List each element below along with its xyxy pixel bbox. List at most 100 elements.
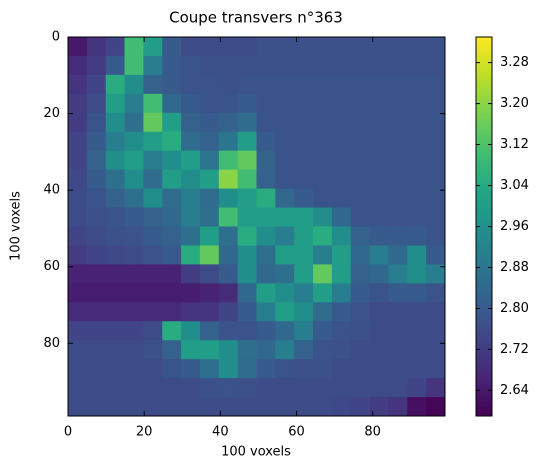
heatmap-cell	[199, 302, 220, 322]
heatmap-cell	[105, 264, 126, 284]
heatmap-cell	[350, 169, 371, 190]
heatmap-cell	[124, 131, 144, 152]
heatmap-cell	[68, 37, 88, 57]
heatmap-cell	[218, 112, 239, 133]
heatmap-cell	[369, 340, 389, 360]
heatmap-cell	[181, 55, 201, 76]
heatmap-cell	[313, 226, 333, 246]
heatmap-cell	[105, 207, 126, 227]
heatmap-cell	[275, 226, 295, 246]
heatmap-cell	[275, 264, 295, 284]
heatmap-cell	[143, 321, 163, 341]
colorbar-tick-label: 2.80	[500, 301, 529, 316]
heatmap-cell	[68, 93, 88, 114]
heatmap-cell	[331, 93, 352, 114]
heatmap-cell	[256, 55, 276, 76]
heatmap-cell	[86, 55, 107, 76]
heatmap-cell	[388, 207, 408, 227]
colorbar-step	[476, 362, 492, 366]
heatmap-cell	[275, 131, 295, 152]
heatmap-cell	[407, 302, 427, 322]
heatmap-cell	[124, 264, 144, 284]
heatmap-cell	[256, 264, 276, 284]
heatmap-cell	[426, 169, 446, 190]
heatmap-cell	[237, 150, 257, 171]
heatmap-cell	[369, 131, 389, 152]
heatmap-cell	[143, 207, 163, 227]
heatmap-cell	[369, 207, 389, 227]
colorbar-step	[476, 270, 492, 275]
heatmap-cell	[426, 188, 446, 209]
colorbar-step	[476, 245, 492, 250]
heatmap-cell	[218, 359, 239, 379]
heatmap-cell	[181, 112, 201, 133]
heatmap-cell	[331, 340, 352, 360]
heatmap-cell	[124, 93, 144, 114]
heatmap-cell	[124, 112, 144, 133]
heatmap-cell	[256, 340, 276, 360]
y-axis-label: 100 voxels	[9, 191, 24, 261]
heatmap-cell	[294, 112, 314, 133]
heatmap-cell	[275, 245, 295, 265]
heatmap-cell	[68, 150, 88, 171]
heatmap-cell	[294, 188, 314, 209]
heatmap-cell	[218, 321, 239, 341]
heatmap-cell	[199, 378, 220, 398]
heatmap-cell	[331, 226, 352, 246]
heatmap-cell	[68, 321, 88, 341]
heatmap-cell	[124, 359, 144, 379]
colorbar-step	[476, 59, 492, 63]
x-tick-label: 0	[64, 425, 72, 440]
heatmap-cell	[407, 188, 427, 209]
heatmap-cell	[199, 131, 220, 152]
colorbar-step	[476, 112, 492, 117]
heatmap-cell	[181, 340, 201, 360]
heatmap-cell	[369, 321, 389, 341]
colorbar-tick-label: 3.12	[500, 137, 529, 152]
heatmap-cell	[237, 321, 257, 341]
heatmap-cell	[294, 245, 314, 265]
heatmap-cell	[350, 226, 371, 246]
heatmap-cell	[86, 207, 107, 227]
colorbar-step	[476, 378, 492, 382]
heatmap-cell	[388, 188, 408, 209]
heatmap-cell	[162, 150, 182, 171]
heatmap-cell	[237, 188, 257, 209]
colorbar-step	[476, 213, 492, 218]
heatmap-cell	[68, 359, 88, 379]
heatmap-cell	[181, 207, 201, 227]
heatmap-cell	[407, 37, 427, 57]
heatmap-cell	[350, 207, 371, 227]
heatmap-cell	[86, 378, 107, 398]
heatmap-cell	[313, 397, 333, 417]
heatmap-cell	[407, 397, 427, 417]
heatmap-cell	[199, 37, 220, 57]
heatmap-cell	[86, 283, 107, 303]
colorbar-step	[476, 223, 492, 227]
colorbar-step	[476, 305, 492, 310]
colorbar-step	[476, 175, 492, 180]
heatmap-cell	[313, 112, 333, 133]
colorbar-step	[476, 302, 492, 306]
heatmap-cell	[218, 169, 239, 190]
heatmap-cell	[105, 93, 126, 114]
y-tick-label: 60	[43, 259, 60, 274]
heatmap-cell	[256, 188, 276, 209]
heatmap-cell	[143, 302, 163, 322]
heatmap-cell	[256, 74, 276, 95]
colorbar-step	[476, 150, 492, 155]
heatmap-cell	[388, 302, 408, 322]
heatmap-cell	[105, 378, 126, 398]
heatmap-cell	[407, 378, 427, 398]
heatmap-cell	[218, 55, 239, 76]
colorbar-step	[476, 46, 492, 51]
heatmap-cell	[143, 93, 163, 114]
heatmap-cell	[237, 112, 257, 133]
heatmap-cell	[294, 340, 314, 360]
heatmap-cell	[105, 321, 126, 341]
heatmap-cell	[350, 150, 371, 171]
heatmap-cell	[313, 264, 333, 284]
heatmap-cell	[331, 283, 352, 303]
heatmap-cell	[275, 359, 295, 379]
colorbar-step	[476, 254, 492, 259]
